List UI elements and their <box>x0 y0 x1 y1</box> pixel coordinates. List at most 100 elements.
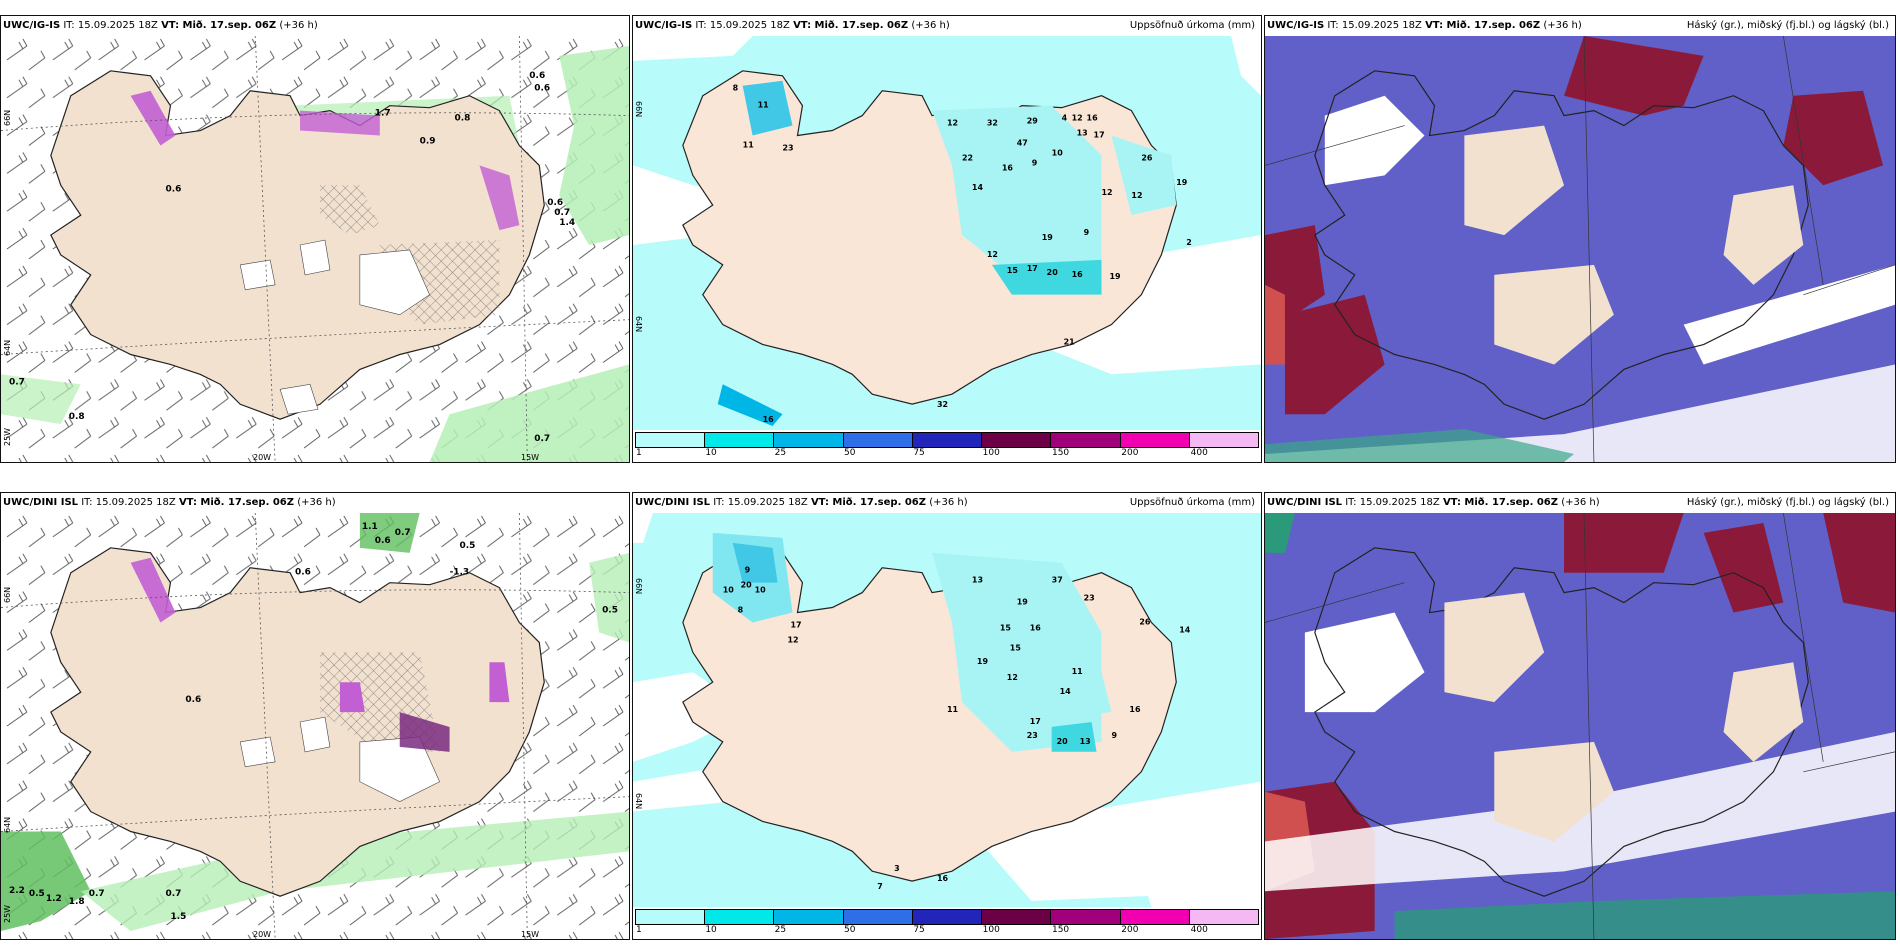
svg-text:29: 29 <box>1027 117 1039 126</box>
svg-text:32: 32 <box>937 400 948 409</box>
svg-text:13: 13 <box>1080 737 1091 746</box>
colorbar-swatch <box>1120 433 1190 447</box>
svg-text:11: 11 <box>947 705 958 714</box>
lead-time: (+36 h) <box>279 20 318 31</box>
colorbar-tick: 400 <box>1190 925 1208 935</box>
svg-text:11: 11 <box>758 101 769 110</box>
lon-label-20w: 20W <box>253 930 272 939</box>
colorbar-swatch <box>912 910 983 924</box>
valid-time: VT: Mið. 17.sep. 06Z <box>1442 497 1559 508</box>
svg-text:12: 12 <box>788 635 799 644</box>
svg-text:19: 19 <box>1042 233 1054 242</box>
svg-text:20: 20 <box>741 581 753 590</box>
svg-text:21: 21 <box>1064 337 1075 346</box>
cloud-map-svg <box>1265 513 1895 939</box>
svg-text:12: 12 <box>1072 114 1083 123</box>
lat-label-64n: 64N <box>634 316 643 333</box>
svg-text:17: 17 <box>1027 264 1038 273</box>
panel-r2c3: UWC/DINI ISL IT: 15.09.2025 18Z VT: Mið.… <box>1264 492 1896 940</box>
model-name: UWC/DINI ISL <box>3 497 79 508</box>
colorbar-swatches <box>635 909 1259 925</box>
panel-r1c3: UWC/IG-IS IT: 15.09.2025 18Z VT: Mið. 17… <box>1264 15 1896 463</box>
svg-text:9: 9 <box>745 566 751 575</box>
wind-map-svg: 1.1 0.6 0.7 0.5 0.6 -1.3 0.5 0.6 2.2 0.5 1.2 1… <box>1 513 629 939</box>
svg-text:19: 19 <box>1109 272 1121 281</box>
svg-text:10: 10 <box>755 586 767 595</box>
colorbar-tick: 150 <box>1051 448 1070 458</box>
svg-text:0.8: 0.8 <box>69 412 85 422</box>
init-time: IT: 15.09.2025 18Z <box>1345 497 1440 508</box>
svg-text:15: 15 <box>1000 623 1011 632</box>
iceland-land <box>50 547 545 897</box>
colorbar-tick: 25 <box>774 448 787 458</box>
svg-text:16: 16 <box>1087 114 1099 123</box>
svg-text:23: 23 <box>1027 731 1038 740</box>
panel-r2c2: UWC/DINI ISL IT: 15.09.2025 18Z VT: Mið.… <box>632 492 1262 940</box>
valid-time: VT: Mið. 17.sep. 06Z <box>178 497 295 508</box>
svg-text:17: 17 <box>790 620 801 629</box>
svg-text:23: 23 <box>783 143 794 152</box>
svg-text:11: 11 <box>1072 667 1083 676</box>
model-name: UWC/DINI ISL <box>1267 497 1343 508</box>
field-title: Háský (gr.), miðský (fj.bl.) og lágský (… <box>1686 20 1889 31</box>
map-wind: 0.6 0.6 1.7 0.8 0.6 0.6 0.7 1.4 0.7 0.8 0.7 0.… <box>1 36 629 462</box>
svg-text:12: 12 <box>1131 191 1142 200</box>
svg-text:3: 3 <box>894 864 900 873</box>
svg-text:0.7: 0.7 <box>165 889 181 899</box>
svg-text:0.7: 0.7 <box>89 889 105 899</box>
map-precip: 8 11 23 11 12 32 47 29 12 16 13 17 22 14 16 10 1… <box>633 36 1261 430</box>
svg-text:4: 4 <box>1062 114 1068 123</box>
valid-time: VT: Mið. 17.sep. 06Z <box>161 20 277 31</box>
colorbar-tick: 50 <box>843 925 856 935</box>
map-clouds <box>1265 513 1895 939</box>
svg-text:0.6: 0.6 <box>529 71 545 81</box>
colorbar-tick: 75 <box>913 925 925 935</box>
colorbar-tick: 1 <box>636 448 642 458</box>
svg-text:0.9: 0.9 <box>420 137 436 147</box>
valid-time: VT: Mið. 17.sep. 06Z <box>793 20 909 31</box>
svg-text:47: 47 <box>1017 138 1028 147</box>
colorbar-tick: 400 <box>1190 448 1208 458</box>
svg-text:16: 16 <box>1030 623 1042 632</box>
colorbar-swatch <box>636 433 706 447</box>
iceland-land <box>1314 547 1809 897</box>
svg-text:0.8: 0.8 <box>455 114 471 124</box>
svg-text:-1.3: -1.3 <box>450 568 470 578</box>
colorbar-tick: 1 <box>636 925 642 935</box>
panel-r2c1: UWC/DINI ISL IT: 15.09.2025 18Z VT: Mið.… <box>0 492 630 940</box>
colorbar-tick: 10 <box>705 448 717 458</box>
colorbar-swatch <box>843 433 913 447</box>
value-labels: 0.60.6 1.7 0.8 0.60.6 0.71.4 0.70.8 0.70.… <box>9 71 575 444</box>
lat-label-64n: 64N <box>634 793 643 810</box>
svg-text:0.7: 0.7 <box>554 208 570 218</box>
model-name: UWC/IG-IS <box>1267 20 1325 31</box>
cloud-map-svg <box>1265 36 1895 462</box>
field-title: Uppsöfnuð úrkoma (mm) <box>1129 497 1255 508</box>
field-title: Uppsöfnuð úrkoma (mm) <box>1129 20 1255 31</box>
svg-text:16: 16 <box>1072 270 1084 279</box>
lead-time: (+36 h) <box>1543 20 1582 31</box>
valid-time: VT: Mið. 17.sep. 06Z <box>810 497 927 508</box>
svg-text:19: 19 <box>977 657 989 666</box>
svg-text:19: 19 <box>1017 598 1029 607</box>
svg-text:0.6: 0.6 <box>295 568 311 578</box>
colorbar-swatch <box>982 433 1052 447</box>
svg-text:12: 12 <box>1007 673 1018 682</box>
wind-map-svg: 0.60.6 1.7 0.8 0.60.6 0.71.4 0.70.8 0.70.… <box>1 36 629 462</box>
svg-text:16: 16 <box>937 874 949 883</box>
svg-text:7: 7 <box>877 882 883 891</box>
svg-text:32: 32 <box>987 119 998 128</box>
lead-time: (+36 h) <box>297 497 336 508</box>
lat-label-66n: 66N <box>3 586 12 603</box>
svg-text:22: 22 <box>962 153 973 162</box>
field-title: Háský (gr.), miðský (fj.bl.) og lágský (… <box>1686 497 1889 508</box>
init-time: IT: 15.09.2025 18Z <box>63 20 158 31</box>
svg-text:0.5: 0.5 <box>460 541 476 551</box>
svg-text:1.8: 1.8 <box>69 897 85 907</box>
svg-text:12: 12 <box>1102 188 1113 197</box>
svg-text:16: 16 <box>763 415 775 424</box>
svg-text:15: 15 <box>1010 643 1021 652</box>
panel-r1c2: UWC/IG-IS IT: 15.09.2025 18Z VT: Mið. 17… <box>632 15 1262 463</box>
colorbar-tick: 200 <box>1121 448 1139 458</box>
svg-text:0.6: 0.6 <box>165 184 181 194</box>
